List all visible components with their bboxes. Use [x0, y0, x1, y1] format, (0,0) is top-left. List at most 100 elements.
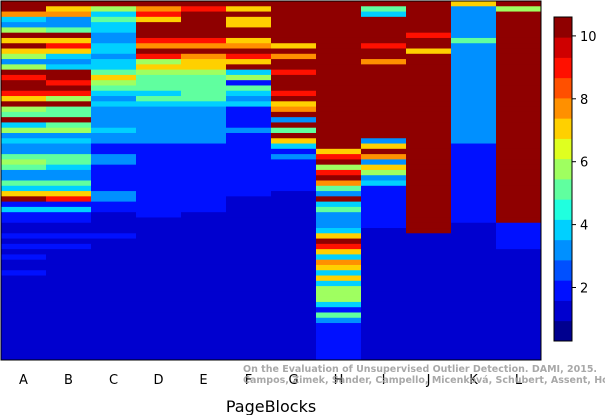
heatmap-cell: [361, 238, 407, 245]
heatmap-cell: [181, 212, 227, 218]
heatmap-cell: [496, 275, 542, 282]
heatmap-cell: [1, 11, 47, 18]
heatmap-cell: [361, 312, 407, 319]
heatmap-cell: [361, 143, 407, 150]
heatmap-cell: [271, 16, 317, 23]
colorbar-ticks: 2 4 6 8 10: [572, 30, 597, 297]
heatmap-cell: [181, 349, 227, 356]
heatmap-cell: [46, 32, 92, 39]
heatmap-cell: [451, 296, 497, 303]
heatmap-cell: [226, 175, 272, 181]
heatmap-cell: [1, 143, 47, 150]
heatmap-cell: [496, 291, 542, 298]
heatmap-cell: [451, 148, 497, 155]
heatmap-cell: [361, 27, 407, 34]
heatmap-cell: [406, 85, 452, 92]
heatmap-cell: [496, 27, 542, 34]
heatmap-cell: [271, 53, 317, 60]
heatmap-cell: [91, 243, 137, 250]
heatmap-cell: [271, 191, 317, 197]
heatmap-cell: [451, 338, 497, 345]
heatmap-cell: [136, 175, 182, 181]
colorbar: 2 4 6 8 10: [553, 16, 597, 342]
heatmap-cell: [91, 132, 137, 139]
heatmap-cell: [271, 312, 317, 319]
x-tick-label: E: [199, 373, 207, 388]
heatmap-cell: [226, 48, 272, 55]
heatmap-cell: [91, 191, 137, 197]
heatmap-cell: [1, 228, 47, 234]
heatmap-cell: [1, 90, 47, 97]
heatmap-cell: [316, 191, 362, 197]
heatmap-cell: [226, 27, 272, 34]
heatmap-cell: [1, 154, 47, 160]
heatmap-cell: [406, 354, 452, 361]
heatmap-cell: [136, 296, 182, 303]
heatmap-cell: [1, 333, 47, 340]
heatmap-cell: [361, 117, 407, 123]
heatmap-cell: [226, 280, 272, 287]
heatmap-cell: [91, 254, 137, 261]
heatmap-cell: [271, 212, 317, 218]
heatmap-cell: [271, 96, 317, 102]
heatmap-cell: [316, 175, 362, 181]
colorbar-band: [554, 77, 572, 99]
heatmap-cell: [136, 270, 182, 277]
heatmap-cell: [496, 270, 542, 277]
heatmap-cell: [406, 143, 452, 150]
heatmap-cell: [136, 333, 182, 340]
heatmap-cell: [46, 106, 92, 113]
credit-line-1: On the Evaluation of Unsupervised Outlie…: [243, 364, 597, 375]
heatmap-cell: [136, 201, 182, 208]
heatmap-cell: [46, 286, 92, 292]
heatmap-cell: [181, 80, 227, 86]
heatmap-cell: [451, 222, 497, 229]
heatmap-cell: [496, 143, 542, 150]
heatmap-cell: [316, 338, 362, 345]
heatmap-cell: [451, 117, 497, 123]
heatmap-cell: [91, 101, 137, 108]
heatmap-cell: [1, 101, 47, 108]
heatmap-cell: [181, 191, 227, 197]
heatmap-cell: [496, 259, 542, 266]
heatmap-cell: [136, 37, 182, 44]
heatmap-cell: [361, 101, 407, 108]
heatmap-cell: [226, 127, 272, 134]
heatmap-cell: [91, 1, 137, 7]
heatmap-cell: [451, 27, 497, 34]
heatmap-cell: [181, 138, 227, 145]
heatmap-cell: [1, 74, 47, 81]
heatmap-cell: [316, 53, 362, 60]
heatmap-cell: [406, 301, 452, 308]
heatmap-cell: [91, 222, 137, 229]
heatmap-cell: [136, 180, 182, 187]
heatmap-cell: [496, 74, 542, 81]
heatmap-cell: [46, 233, 92, 240]
heatmap-cell: [406, 280, 452, 287]
heatmap-cell: [361, 344, 407, 350]
heatmap-cell: [361, 64, 407, 71]
heatmap-cell: [181, 328, 227, 335]
heatmap-cell: [46, 127, 92, 134]
heatmap-cell: [226, 37, 272, 44]
heatmap-cell: [1, 169, 47, 176]
heatmap-cell: [1, 185, 47, 192]
heatmap-cell: [1, 43, 47, 50]
heatmap-cell: [451, 217, 497, 224]
heatmap-cell: [271, 117, 317, 123]
colorbar-band: [554, 17, 572, 38]
heatmap-cell: [361, 127, 407, 134]
plot-frame: [0, 0, 542, 361]
heatmap-cell: [91, 264, 137, 271]
heatmap-cell: [271, 143, 317, 150]
heatmap-cell: [361, 164, 407, 171]
heatmap-cell: [136, 27, 182, 34]
heatmap-cell: [136, 154, 182, 160]
heatmap-cell: [181, 333, 227, 340]
heatmap-cell: [451, 90, 497, 97]
heatmap-cell: [46, 159, 92, 166]
heatmap-cell: [496, 85, 542, 92]
heatmap-cell: [361, 69, 407, 76]
colorbar-band: [554, 98, 572, 119]
heatmap-cell: [91, 74, 137, 81]
